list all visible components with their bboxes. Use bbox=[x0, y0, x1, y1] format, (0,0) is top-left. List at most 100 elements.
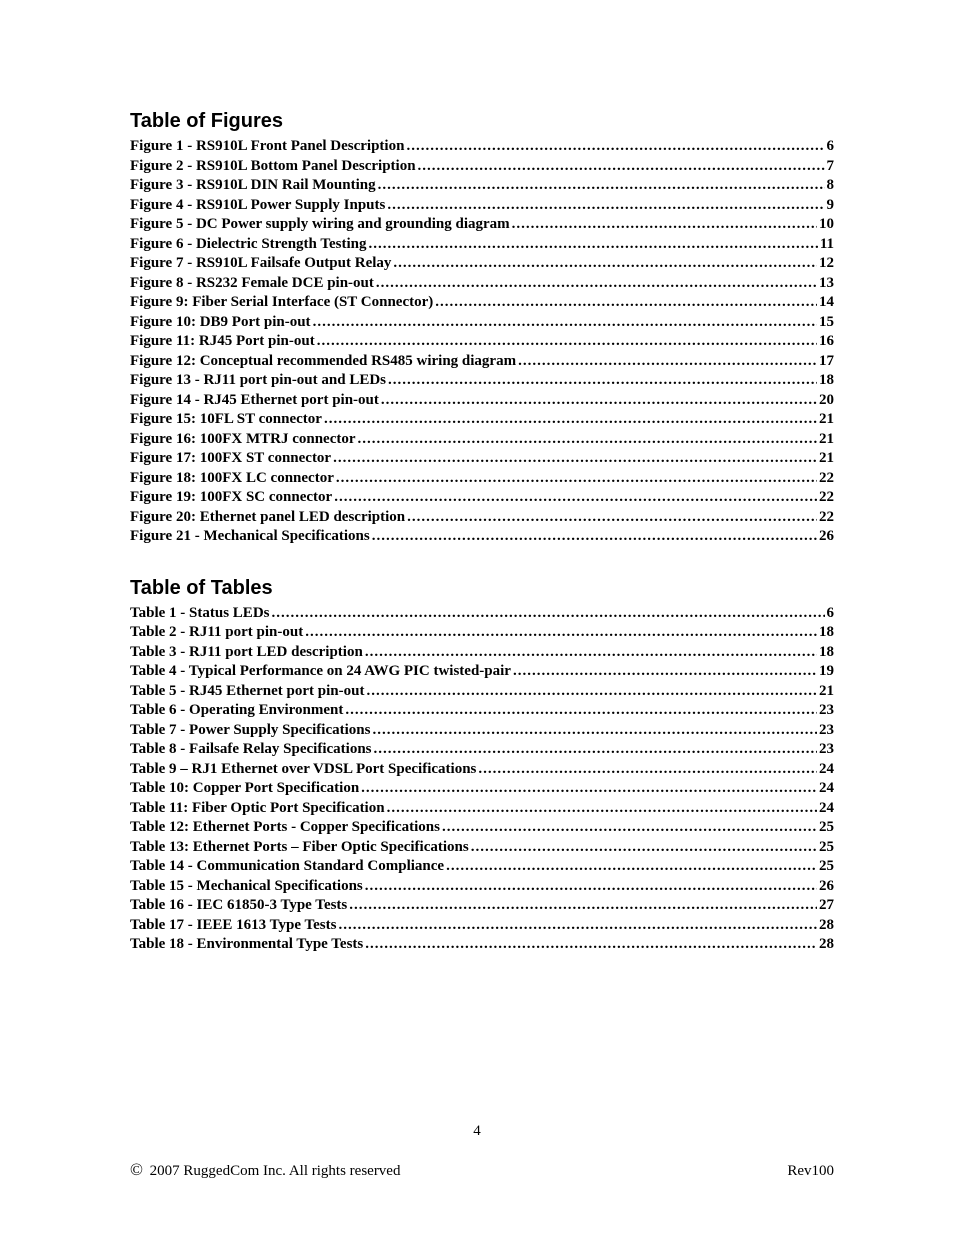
leader-dots bbox=[358, 430, 817, 450]
table-page: 21 bbox=[819, 682, 834, 702]
figure-page: 22 bbox=[819, 469, 834, 489]
table-page: 18 bbox=[819, 623, 834, 643]
table-label: Table 10: Copper Port Specification bbox=[130, 779, 359, 799]
figure-entry: Figure 18: 100FX LC connector22 bbox=[130, 469, 834, 489]
table-entry: Table 17 - IEEE 1613 Type Tests 28 bbox=[130, 916, 834, 936]
figure-label: Figure 7 - RS910L Failsafe Output Relay bbox=[130, 254, 391, 274]
table-entry: Table 13: Ethernet Ports – Fiber Optic S… bbox=[130, 838, 834, 858]
copyright-text: © 2007 RuggedCom Inc. All rights reserve… bbox=[130, 1160, 400, 1180]
table-page: 25 bbox=[819, 838, 834, 858]
table-entry: Table 2 - RJ11 port pin-out 18 bbox=[130, 623, 834, 643]
figure-label: Figure 15: 10FL ST connector bbox=[130, 410, 322, 430]
leader-dots bbox=[512, 215, 817, 235]
table-page: 25 bbox=[819, 857, 834, 877]
table-entry: Table 10: Copper Port Specification 24 bbox=[130, 779, 834, 799]
figure-label: Figure 8 - RS232 Female DCE pin-out bbox=[130, 274, 374, 294]
figure-page: 9 bbox=[827, 196, 835, 216]
figure-page: 15 bbox=[819, 313, 834, 333]
tables-list: Table 1 - Status LEDs6Table 2 - RJ11 por… bbox=[130, 604, 834, 955]
figure-entry: Figure 14 - RJ45 Ethernet port pin-out20 bbox=[130, 391, 834, 411]
figure-page: 14 bbox=[819, 293, 834, 313]
figure-entry: Figure 12: Conceptual recommended RS485 … bbox=[130, 352, 834, 372]
copyright-icon: © bbox=[130, 1160, 143, 1179]
figure-page: 6 bbox=[827, 137, 835, 157]
table-entry: Table 3 - RJ11 port LED description18 bbox=[130, 643, 834, 663]
table-page: 23 bbox=[819, 721, 834, 741]
figure-label: Figure 9: Fiber Serial Interface (ST Con… bbox=[130, 293, 433, 313]
footer: © 2007 RuggedCom Inc. All rights reserve… bbox=[130, 1160, 834, 1180]
figure-page: 10 bbox=[819, 215, 834, 235]
table-entry: Table 15 - Mechanical Specifications26 bbox=[130, 877, 834, 897]
leader-dots bbox=[334, 488, 817, 508]
table-label: Table 14 - Communication Standard Compli… bbox=[130, 857, 444, 877]
table-entry: Table 5 - RJ45 Ethernet port pin-out 21 bbox=[130, 682, 834, 702]
figure-entry: Figure 2 - RS910L Bottom Panel Descripti… bbox=[130, 157, 834, 177]
figure-page: 21 bbox=[819, 410, 834, 430]
table-label: Table 16 - IEC 61850-3 Type Tests bbox=[130, 896, 347, 916]
figure-label: Figure 6 - Dielectric Strength Testing bbox=[130, 235, 367, 255]
table-page: 25 bbox=[819, 818, 834, 838]
leader-dots bbox=[305, 623, 817, 643]
leader-dots bbox=[345, 701, 817, 721]
table-entry: Table 7 - Power Supply Specifications 23 bbox=[130, 721, 834, 741]
table-page: 6 bbox=[827, 604, 835, 624]
leader-dots bbox=[271, 604, 824, 624]
table-page: 19 bbox=[819, 662, 834, 682]
leader-dots bbox=[442, 818, 817, 838]
table-label: Table 17 - IEEE 1613 Type Tests bbox=[130, 916, 336, 936]
figure-entry: Figure 7 - RS910L Failsafe Output Relay 1… bbox=[130, 254, 834, 274]
figure-entry: Figure 21 - Mechanical Specifications26 bbox=[130, 527, 834, 547]
table-page: 28 bbox=[819, 916, 834, 936]
figure-page: 8 bbox=[827, 176, 835, 196]
table-entry: Table 12: Ethernet Ports - Copper Specif… bbox=[130, 818, 834, 838]
leader-dots bbox=[324, 410, 817, 430]
table-label: Table 5 - RJ45 Ethernet port pin-out bbox=[130, 682, 364, 702]
table-label: Table 1 - Status LEDs bbox=[130, 604, 269, 624]
table-label: Table 12: Ethernet Ports - Copper Specif… bbox=[130, 818, 440, 838]
page-number: 4 bbox=[0, 1123, 954, 1140]
leader-dots bbox=[313, 313, 817, 333]
figure-entry: Figure 9: Fiber Serial Interface (ST Con… bbox=[130, 293, 834, 313]
figure-label: Figure 10: DB9 Port pin-out bbox=[130, 313, 311, 333]
table-page: 24 bbox=[819, 779, 834, 799]
figure-page: 22 bbox=[819, 508, 834, 528]
figure-entry: Figure 6 - Dielectric Strength Testing11 bbox=[130, 235, 834, 255]
figure-label: Figure 11: RJ45 Port pin-out bbox=[130, 332, 315, 352]
figures-list: Figure 1 - RS910L Front Panel Descriptio… bbox=[130, 137, 834, 547]
table-page: 26 bbox=[819, 877, 834, 897]
leader-dots bbox=[349, 896, 817, 916]
figure-entry: Figure 20: Ethernet panel LED descriptio… bbox=[130, 508, 834, 528]
leader-dots bbox=[446, 857, 817, 877]
figure-entry: Figure 4 - RS910L Power Supply Inputs 9 bbox=[130, 196, 834, 216]
table-label: Table 7 - Power Supply Specifications bbox=[130, 721, 370, 741]
figure-entry: Figure 13 - RJ11 port pin-out and LEDs 18 bbox=[130, 371, 834, 391]
figure-label: Figure 14 - RJ45 Ethernet port pin-out bbox=[130, 391, 379, 411]
table-label: Table 18 - Environmental Type Tests bbox=[130, 935, 363, 955]
figure-entry: Figure 1 - RS910L Front Panel Descriptio… bbox=[130, 137, 834, 157]
leader-dots bbox=[372, 527, 817, 547]
figure-label: Figure 19: 100FX SC connector bbox=[130, 488, 332, 508]
leader-dots bbox=[365, 877, 817, 897]
table-label: Table 2 - RJ11 port pin-out bbox=[130, 623, 303, 643]
figure-page: 18 bbox=[819, 371, 834, 391]
figure-page: 21 bbox=[819, 430, 834, 450]
figure-label: Figure 2 - RS910L Bottom Panel Descripti… bbox=[130, 157, 416, 177]
leader-dots bbox=[406, 137, 824, 157]
table-entry: Table 1 - Status LEDs 6 bbox=[130, 604, 834, 624]
table-entry: Table 14 - Communication Standard Compli… bbox=[130, 857, 834, 877]
leader-dots bbox=[361, 779, 817, 799]
tables-heading: Table of Tables bbox=[130, 577, 834, 600]
leader-dots bbox=[393, 254, 817, 274]
leader-dots bbox=[478, 760, 817, 780]
figure-label: Figure 13 - RJ11 port pin-out and LEDs bbox=[130, 371, 386, 391]
figure-page: 12 bbox=[819, 254, 834, 274]
figure-page: 16 bbox=[819, 332, 834, 352]
leader-dots bbox=[418, 157, 825, 177]
leader-dots bbox=[317, 332, 817, 352]
table-entry: Table 16 - IEC 61850-3 Type Tests27 bbox=[130, 896, 834, 916]
figure-label: Figure 5 - DC Power supply wiring and gr… bbox=[130, 215, 510, 235]
table-entry: Table 6 - Operating Environment23 bbox=[130, 701, 834, 721]
figure-label: Figure 17: 100FX ST connector bbox=[130, 449, 331, 469]
leader-dots bbox=[381, 391, 817, 411]
figure-label: Figure 4 - RS910L Power Supply Inputs bbox=[130, 196, 385, 216]
